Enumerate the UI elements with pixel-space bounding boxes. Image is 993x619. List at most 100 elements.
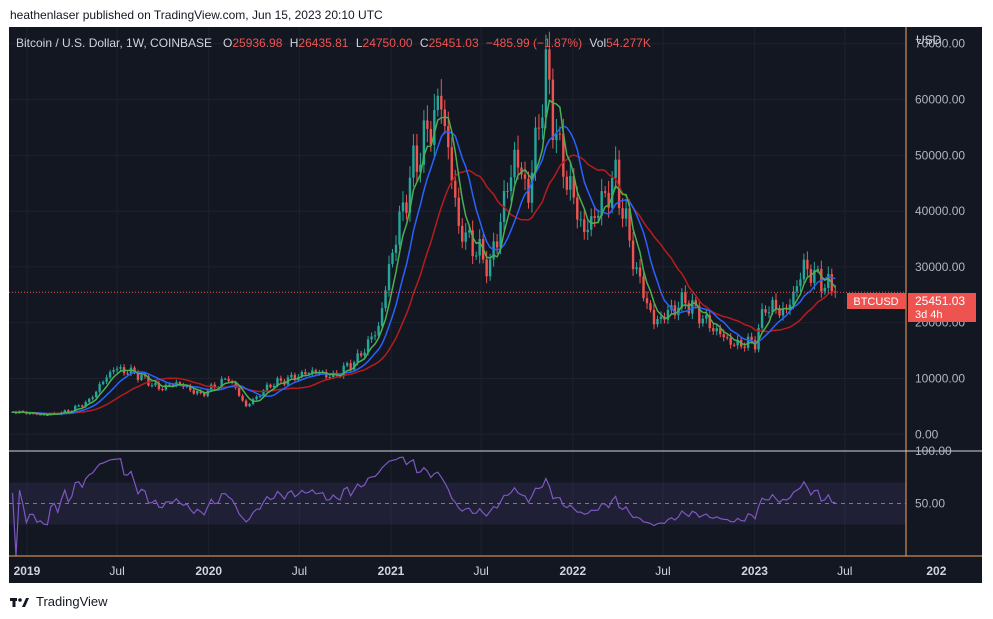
- candle-up: [307, 373, 311, 375]
- time-tick-label: Jul: [655, 564, 670, 578]
- candle-up: [373, 335, 377, 337]
- time-tick-label: Jul: [292, 564, 307, 578]
- legend-l-value: 24750.00: [363, 36, 413, 50]
- candle-down: [764, 309, 767, 313]
- candle-down: [520, 167, 523, 175]
- candle-up: [586, 229, 589, 233]
- candle-up: [597, 215, 600, 218]
- candle-down: [750, 336, 753, 341]
- candle-down: [551, 79, 555, 141]
- candle-down: [429, 128, 433, 145]
- candle-up: [300, 371, 304, 377]
- candle-up: [433, 110, 436, 145]
- candle-down: [631, 240, 635, 270]
- candle-down: [732, 344, 736, 346]
- time-tick-label: 2023: [741, 564, 768, 578]
- candle-down: [447, 126, 450, 148]
- candle-up: [258, 396, 262, 398]
- candle-down: [516, 149, 520, 168]
- tradingview-logo-icon: [10, 597, 29, 607]
- candle-down: [649, 303, 652, 310]
- legend-l-label: L: [356, 36, 363, 50]
- footer: TradingView: [10, 594, 108, 609]
- chart-panel[interactable]: [9, 27, 982, 583]
- legend-h-label: H: [290, 36, 299, 50]
- candle-up: [666, 309, 670, 320]
- legend-vol-label: Vol: [589, 36, 606, 50]
- candle-down: [157, 382, 161, 390]
- rsi-tick-label: 50.00: [915, 497, 945, 511]
- candle-down: [778, 308, 781, 316]
- candle-up: [272, 385, 276, 388]
- candle-down: [548, 49, 551, 80]
- legend-ohlc: O25936.98 H26435.81 L24750.00 C25451.03 …: [223, 36, 651, 50]
- candle-down: [617, 159, 621, 209]
- footer-brand[interactable]: TradingView: [36, 594, 108, 609]
- candle-down: [450, 147, 453, 181]
- candle-down: [485, 259, 488, 277]
- candle-down: [314, 370, 318, 374]
- candle-down: [725, 337, 729, 339]
- candle-up: [164, 384, 168, 390]
- candle-up: [220, 378, 223, 388]
- candle-up: [534, 127, 537, 173]
- candle-up: [140, 375, 143, 380]
- candles-layer: [11, 31, 837, 416]
- legend-c-label: C: [420, 36, 429, 50]
- candle-up: [105, 377, 108, 382]
- candle-up: [412, 145, 415, 178]
- candle-up: [290, 374, 293, 378]
- legend-h-value: 26435.81: [298, 36, 348, 50]
- candle-up: [345, 363, 349, 366]
- ma-fast-line: [12, 99, 836, 416]
- candle-up: [223, 378, 227, 380]
- candle-down: [359, 353, 363, 356]
- candle-up: [701, 318, 704, 324]
- time-tick-label: 2022: [559, 564, 586, 578]
- candle-down: [269, 384, 272, 388]
- candle-down: [126, 373, 129, 375]
- candle-up: [635, 267, 638, 270]
- time-tick-label: Jul: [473, 564, 488, 578]
- candle-down: [537, 127, 541, 129]
- candle-up: [98, 384, 101, 392]
- candle-down: [136, 372, 140, 380]
- candle-down: [199, 390, 202, 394]
- candle-down: [565, 176, 569, 190]
- candle-up: [150, 385, 154, 387]
- candle-down: [593, 216, 596, 218]
- candle-up: [370, 336, 373, 340]
- candle-up: [391, 252, 394, 265]
- candle-down: [457, 197, 460, 226]
- candle-down: [719, 328, 722, 335]
- price-chart[interactable]: 70000.00 60000.00 50000.00 40000.00 30000.00…: [9, 27, 982, 583]
- candle-down: [698, 305, 701, 324]
- candle-up: [387, 264, 391, 291]
- published-caption: heathenlaser published on TradingView.co…: [10, 8, 383, 22]
- candle-up: [74, 405, 77, 412]
- legend-vol-value: 54.277K: [606, 36, 651, 50]
- candle-down: [673, 305, 677, 316]
- candle-down: [471, 230, 474, 257]
- rsi-line: [11, 456, 836, 557]
- price-tick-label: 0.00: [915, 427, 939, 441]
- candle-up: [705, 315, 708, 319]
- candle-down: [558, 133, 562, 135]
- candle-down: [806, 259, 809, 270]
- candle-up: [422, 120, 426, 165]
- candle-up: [398, 211, 401, 245]
- time-tick-label: 2021: [378, 564, 405, 578]
- candle-up: [544, 49, 548, 118]
- candle-up: [600, 191, 603, 216]
- candle-down: [523, 174, 527, 179]
- candle-up: [108, 371, 112, 378]
- candle-up: [39, 414, 42, 416]
- candle-down: [213, 384, 216, 389]
- candle-up: [356, 353, 359, 363]
- chart-grid: [9, 27, 906, 556]
- candle-down: [729, 337, 732, 345]
- price-tick-label: 40000.00: [915, 204, 965, 218]
- candle-down: [603, 191, 607, 193]
- candle-down: [461, 225, 464, 242]
- price-tick-label: 60000.00: [915, 93, 965, 107]
